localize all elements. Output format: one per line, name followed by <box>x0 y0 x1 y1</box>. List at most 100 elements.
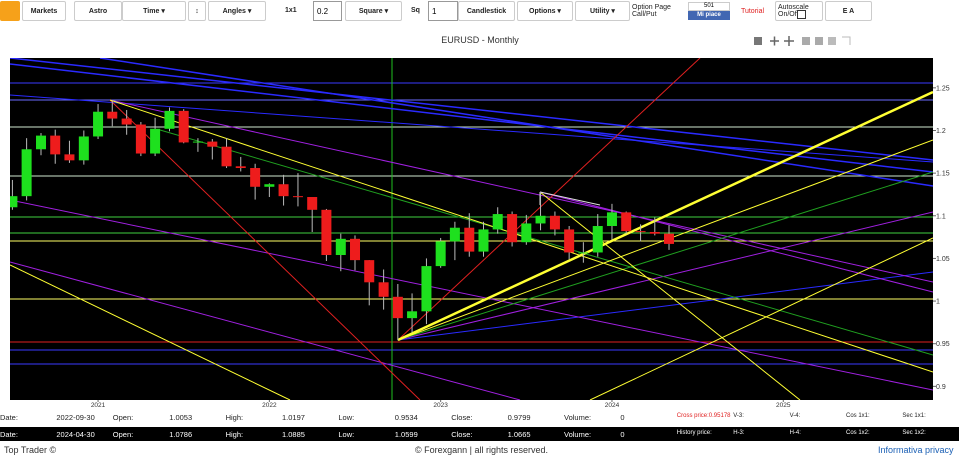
candle-body <box>578 252 589 254</box>
zoom-icon[interactable] <box>770 36 779 46</box>
trend-line <box>589 237 933 400</box>
candle-body <box>64 154 75 161</box>
y-tick-label: 0.95 <box>936 341 950 348</box>
info-cell: High: <box>225 413 244 422</box>
autoscale-label: Autoscale <box>778 4 809 11</box>
candle-body <box>507 214 518 243</box>
info-cell: 2024-04-30 <box>56 430 95 439</box>
candlestick-button[interactable]: Candlestick <box>458 1 515 21</box>
candle-body <box>606 212 617 227</box>
chart-title: EURUSD - Monthly <box>441 35 519 45</box>
sq-label: Sq <box>411 7 420 14</box>
x-tick-label: 2021 <box>91 402 106 409</box>
chart-toolbar-icons <box>754 36 851 46</box>
drawings <box>10 58 933 400</box>
options-dropdown[interactable]: Options ▾ <box>517 1 573 21</box>
candle-body <box>192 141 203 143</box>
info-cell: Low: <box>338 430 355 439</box>
info-cell: 1.0885 <box>282 430 305 439</box>
astro-button[interactable]: Astro <box>74 1 122 21</box>
reset-icon[interactable] <box>842 36 851 45</box>
autoscale-checkbox[interactable] <box>797 10 806 19</box>
zoom-in-icon[interactable] <box>802 37 810 45</box>
trend-line <box>10 264 291 400</box>
info-cell: Cross price:0.95178 <box>676 413 731 419</box>
option-page-link[interactable]: Option Page Call/Put <box>630 1 686 21</box>
info-row: Date: 2022-09-30 Open: 1.0053 High: 1.0197 Low… <box>0 410 959 424</box>
candle-body <box>392 296 403 319</box>
candle-body <box>649 231 660 234</box>
trend-line <box>10 58 933 161</box>
ea-button[interactable]: E A <box>825 1 872 21</box>
ratio-input[interactable]: 0.2 <box>313 1 342 21</box>
privacy-link[interactable]: Informativa privacy <box>878 445 954 455</box>
candle-body <box>278 184 289 197</box>
x-tick-label: 2025 <box>776 402 791 409</box>
y-tick-label: 1.15 <box>936 171 950 178</box>
ratio-label: 1x1 <box>285 7 297 14</box>
info-cell: H-4: <box>789 430 801 436</box>
candle-body <box>36 135 47 150</box>
footer-center: © Forexgann | all rights reserved. <box>415 445 549 455</box>
candles <box>10 100 675 341</box>
candle-body <box>350 238 361 261</box>
candle-body <box>235 166 246 169</box>
logo[interactable] <box>0 1 20 21</box>
x-tick-label: 2023 <box>433 402 448 409</box>
like-button[interactable]: Mi piace <box>688 11 730 20</box>
trend-line <box>10 94 933 163</box>
info-cell: 0.9534 <box>394 413 418 422</box>
candle-body <box>421 266 432 312</box>
candle-body <box>592 226 603 253</box>
angles-dropdown[interactable]: Angles ▾ <box>208 1 266 21</box>
square-dropdown[interactable]: Square ▾ <box>345 1 402 21</box>
info-cell: H-3: <box>733 430 745 436</box>
candle-body <box>221 146 232 167</box>
save-icon[interactable] <box>754 37 762 45</box>
like-widget[interactable]: 501 Mi piace <box>688 2 730 21</box>
info-cell: 0 <box>620 430 625 439</box>
trend-line <box>159 129 933 356</box>
updown-button[interactable]: ↕ <box>188 1 206 21</box>
sq-input[interactable]: 1 <box>428 1 458 21</box>
call-put: Call/Put <box>632 11 657 18</box>
info-cell: Cos 1x2: <box>846 430 870 436</box>
trend-line <box>109 99 421 400</box>
info-cell: Date: <box>0 413 18 422</box>
candle-body <box>321 209 332 256</box>
trend-line <box>397 211 933 341</box>
candle-body <box>621 212 632 232</box>
info-cell: Sec 1x1: <box>902 413 926 419</box>
markets-button[interactable]: Markets <box>22 1 66 21</box>
trend-line <box>539 191 933 293</box>
candle-body <box>307 197 318 210</box>
trend-line <box>539 191 801 400</box>
candle-body <box>78 136 89 161</box>
candle-body <box>549 215 560 230</box>
info-cell: Low: <box>338 413 355 422</box>
pan-icon[interactable] <box>784 36 794 46</box>
trend-line <box>99 58 933 187</box>
info-cell: Date: <box>0 430 18 439</box>
info-cell: Close: <box>451 430 473 439</box>
utility-dropdown[interactable]: Utility ▾ <box>575 1 630 21</box>
option-page: Option Page <box>632 4 671 11</box>
info-cell: Close: <box>451 413 473 422</box>
candle-body <box>335 238 346 256</box>
candle-body <box>264 184 275 187</box>
candle-body <box>435 241 446 267</box>
info-cell: Open: <box>112 430 134 439</box>
info-cell: 0.9799 <box>507 413 531 422</box>
info-cell: 1.0053 <box>169 413 193 422</box>
candle-body <box>449 227 460 242</box>
info-cell: Sec 1x2: <box>902 430 926 436</box>
trend-line <box>10 261 521 400</box>
time-dropdown[interactable]: Time ▾ <box>122 1 186 21</box>
trend-line <box>109 99 933 283</box>
y-tick-label: 1.25 <box>936 85 950 92</box>
autoscale-icon[interactable] <box>828 37 836 45</box>
trend-line <box>397 271 933 341</box>
zoom-out-icon[interactable] <box>815 37 823 45</box>
tutorial-link[interactable]: Tutorial <box>733 1 772 21</box>
